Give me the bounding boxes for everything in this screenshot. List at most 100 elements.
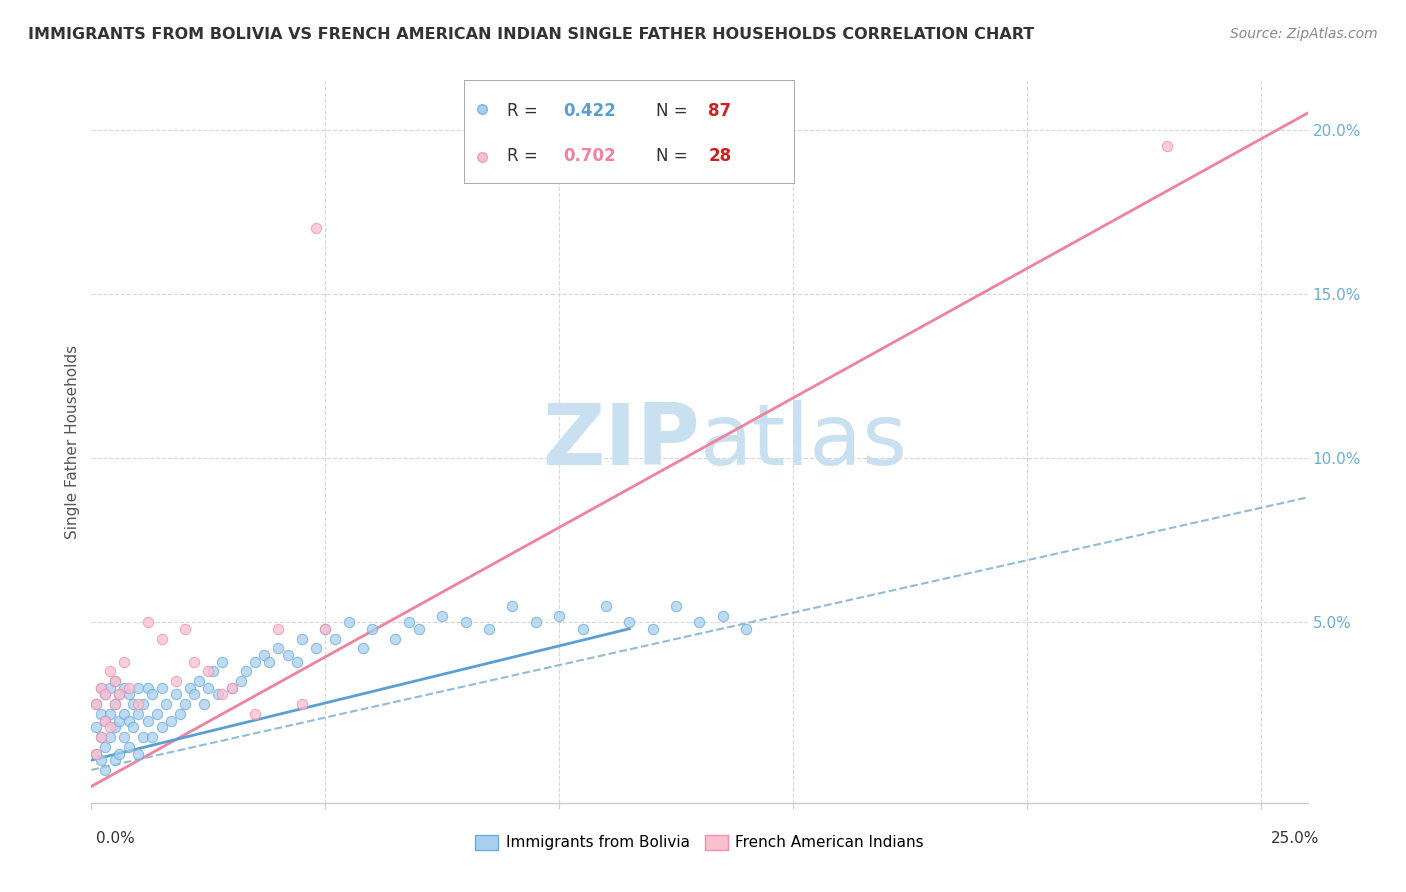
Point [146,707,169,722]
Point [711,608,734,623]
Point [524,615,547,630]
Point [94,763,117,777]
Text: N =: N = [655,102,693,120]
Text: 25.0%: 25.0% [1271,831,1319,846]
Point [132,730,155,744]
Point [104,674,127,689]
Point [118,739,141,754]
Text: atlas: atlas [699,400,907,483]
Text: IMMIGRANTS FROM BOLIVIA VS FRENCH AMERICAN INDIAN SINGLE FATHER HOUSEHOLDS CORRE: IMMIGRANTS FROM BOLIVIA VS FRENCH AMERIC… [28,27,1035,42]
Point [305,221,328,235]
Point [277,648,299,662]
Point [90,707,112,722]
Point [291,632,314,646]
Point [108,714,131,728]
Point [478,622,501,636]
Point [160,714,183,728]
Point [432,608,454,623]
Point [165,674,187,689]
Text: 0.702: 0.702 [562,147,616,165]
Point [384,632,406,646]
Point [193,698,215,712]
Point [183,687,205,701]
Point [90,681,112,695]
Text: Source: ZipAtlas.com: Source: ZipAtlas.com [1230,27,1378,41]
Point [84,698,107,712]
Point [141,687,163,701]
Point [155,698,177,712]
Text: 0.422: 0.422 [562,102,616,120]
Point [221,681,243,695]
Point [197,681,219,695]
Point [235,665,257,679]
Point [229,674,252,689]
Point [122,720,145,734]
Point [136,714,159,728]
Point [150,681,173,695]
Point [84,747,107,761]
Point [253,648,276,662]
Text: 0.0%: 0.0% [96,831,135,846]
Point [501,599,523,613]
Point [98,681,121,695]
Point [221,681,243,695]
Point [305,641,328,656]
Point [188,674,211,689]
Point [104,720,127,734]
Point [94,739,117,754]
Point [108,747,131,761]
Point [112,681,135,695]
Point [291,698,314,712]
Point [688,615,710,630]
Point [118,687,141,701]
Point [118,681,141,695]
Point [150,720,173,734]
Point [112,730,135,744]
Point [337,615,360,630]
Point [94,714,117,728]
Point [183,655,205,669]
Point [136,681,159,695]
Point [595,599,617,613]
Point [211,687,233,701]
Point [122,698,145,712]
Point [207,687,229,701]
Point [548,608,571,623]
Point [84,720,107,734]
Text: 28: 28 [709,147,731,165]
Point [90,730,112,744]
Point [243,707,266,722]
Point [665,599,688,613]
Point [323,632,346,646]
Point [361,622,384,636]
Text: R =: R = [508,102,543,120]
Point [127,747,149,761]
Point [84,747,107,761]
Point [127,707,149,722]
Point [314,622,336,636]
Point [112,655,135,669]
Point [571,622,593,636]
Point [108,687,131,701]
Point [98,720,121,734]
Point [1156,139,1178,153]
Point [174,622,197,636]
Point [165,687,187,701]
Point [98,665,121,679]
Point [174,698,197,712]
Point [98,730,121,744]
Point [398,615,420,630]
Point [285,655,308,669]
Point [211,655,233,669]
Point [90,753,112,767]
Point [104,698,127,712]
Point [314,622,336,636]
Point [141,730,163,744]
Point [408,622,430,636]
Point [243,655,266,669]
Point [104,753,127,767]
Point [118,714,141,728]
Point [132,698,155,712]
Point [454,615,477,630]
Point [136,615,159,630]
